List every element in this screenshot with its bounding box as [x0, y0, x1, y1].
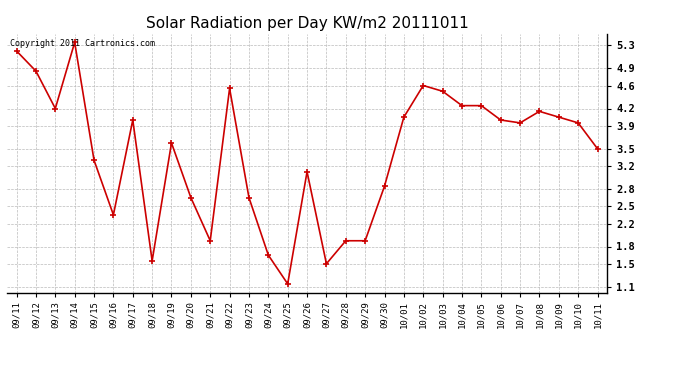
Title: Solar Radiation per Day KW/m2 20111011: Solar Radiation per Day KW/m2 20111011 [146, 16, 469, 31]
Text: Copyright 2011 Cartronics.com: Copyright 2011 Cartronics.com [10, 39, 155, 48]
